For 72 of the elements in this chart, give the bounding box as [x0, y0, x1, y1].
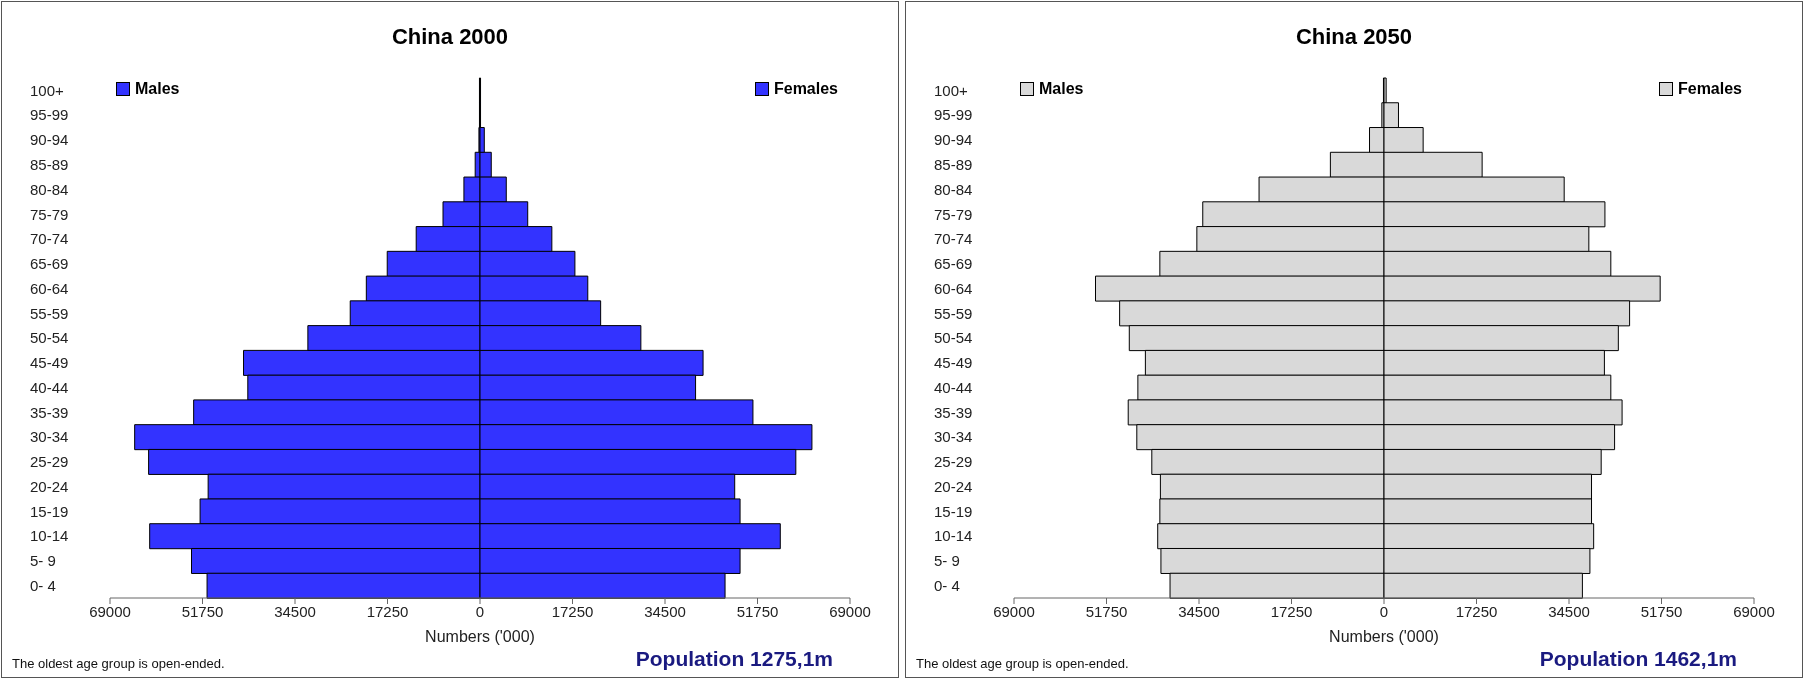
y-tick-label: 30-34 [30, 428, 69, 446]
y-tick-label: 65-69 [934, 255, 973, 273]
y-tick-label: 45-49 [30, 354, 69, 372]
text: The oldest age group is open-ended. [916, 656, 1129, 671]
y-tick-label: 0- 4 [30, 576, 56, 594]
y-tick-label: 70-74 [934, 230, 973, 248]
y-tick-label: 100+ [30, 81, 65, 99]
y-tick-label: 15-19 [30, 502, 69, 520]
y-tick-label: 50-54 [934, 329, 973, 347]
y-tick-label: 30-34 [934, 428, 973, 446]
x-tick-label: 69000 [829, 602, 871, 620]
x-tick-label: 51750 [736, 602, 779, 620]
y-tick-label: 5- 9 [30, 552, 56, 570]
x-tick-label: 69000 [993, 602, 1035, 620]
text: The oldest age group is open-ended. [12, 656, 225, 671]
x-tick-label: 51750 [181, 602, 224, 620]
y-tick-label: 95-99 [30, 106, 69, 124]
y-tick-label: 85-89 [934, 155, 973, 173]
y-tick-label: 35-39 [30, 403, 69, 421]
y-tick-label: 90-94 [30, 131, 69, 149]
x-tick-label: 69000 [1733, 602, 1775, 620]
y-tick-label: 45-49 [934, 354, 973, 372]
y-tick-label: 25-29 [30, 453, 69, 471]
y-tick-label: 20-24 [30, 477, 69, 495]
x-tick-label: 17250 [1455, 602, 1498, 620]
y-tick-label: 50-54 [30, 329, 69, 347]
y-tick-label: 100+ [934, 81, 969, 99]
legend-label: Females [1677, 80, 1742, 98]
y-tick-label: 5- 9 [934, 552, 960, 570]
x-axis-title: Numbers ('000) [424, 628, 536, 646]
x-tick-label: 0 [475, 602, 485, 620]
y-tick-label: 55-59 [30, 304, 69, 322]
y-tick-label: 60-64 [30, 279, 69, 297]
y-tick-label: 85-89 [30, 155, 69, 173]
y-tick-label: 95-99 [934, 106, 973, 124]
x-tick-label: 17250 [366, 602, 409, 620]
y-tick-label: 65-69 [30, 255, 69, 273]
chart-title: China 2050 [1294, 24, 1414, 50]
y-tick-label: 10-14 [934, 527, 973, 545]
x-tick-label: 34500 [1178, 602, 1220, 620]
chart-title: China 2000 [390, 24, 510, 50]
y-tick-label: 55-59 [934, 304, 973, 322]
y-tick-label: 70-74 [30, 230, 69, 248]
x-axis-title: Numbers ('000) [1328, 628, 1440, 646]
y-tick-label: 40-44 [30, 378, 69, 396]
y-tick-label: 90-94 [934, 131, 973, 149]
x-tick-label: 51750 [1640, 602, 1683, 620]
x-tick-label: 17250 [551, 602, 594, 620]
y-tick-label: 0- 4 [934, 576, 960, 594]
x-tick-label: 34500 [644, 602, 686, 620]
x-tick-label: 51750 [1085, 602, 1128, 620]
y-tick-label: 75-79 [934, 205, 973, 223]
y-tick-label: 60-64 [934, 279, 973, 297]
y-tick-label: 80-84 [934, 180, 973, 198]
legend-label: Males [135, 80, 180, 98]
x-tick-label: 34500 [274, 602, 316, 620]
text: Population 1275,1m [635, 647, 833, 671]
legend-label: Females [773, 80, 838, 98]
x-tick-label: 17250 [1270, 602, 1313, 620]
y-tick-label: 40-44 [934, 378, 973, 396]
x-tick-label: 69000 [89, 602, 131, 620]
y-tick-label: 80-84 [30, 180, 69, 198]
x-tick-label: 34500 [1548, 602, 1590, 620]
x-tick-label: 0 [1379, 602, 1389, 620]
text: Population 1462,1m [1539, 647, 1737, 671]
y-tick-label: 25-29 [934, 453, 973, 471]
y-tick-label: 75-79 [30, 205, 69, 223]
y-tick-label: 35-39 [934, 403, 973, 421]
legend-label: Males [1039, 80, 1084, 98]
y-tick-label: 15-19 [934, 502, 973, 520]
y-tick-label: 20-24 [934, 477, 973, 495]
y-tick-label: 10-14 [30, 527, 69, 545]
